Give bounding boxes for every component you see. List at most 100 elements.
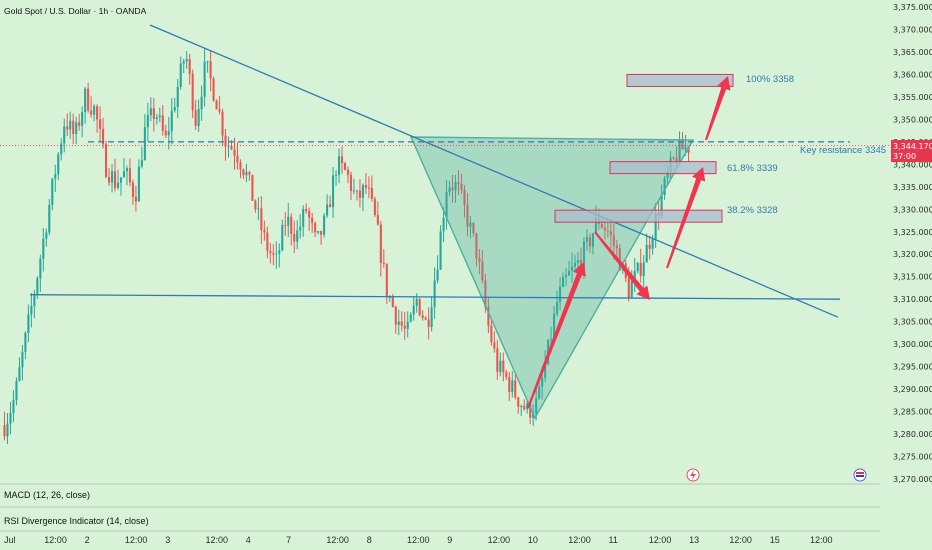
macd-pane-title[interactable]: MACD (12, 26, close) (4, 490, 90, 500)
candle-body (230, 146, 233, 150)
candle-body (573, 263, 577, 267)
rsi-pane-title[interactable]: RSI Divergence Indicator (14, close) (4, 516, 149, 526)
candle-body (221, 111, 224, 136)
candle-body (394, 306, 397, 325)
candle-body (553, 313, 556, 340)
time-tick-label: 15 (770, 535, 780, 545)
price-tick-label: 3,275.000 (893, 453, 932, 462)
candle-body (281, 224, 284, 251)
time-tick-label: 12:00 (206, 535, 229, 545)
candle-body (535, 398, 538, 414)
candle-body (60, 143, 63, 155)
candle-body (254, 200, 257, 210)
candle-body (320, 230, 323, 235)
flag-icon[interactable] (853, 468, 867, 482)
candle-body (541, 377, 544, 387)
candle-body (272, 253, 275, 255)
candle-body (122, 171, 126, 178)
candle-body (96, 106, 99, 120)
candle-body (427, 319, 430, 327)
candle-body (27, 314, 30, 333)
candle-body (99, 119, 102, 129)
candle-body (559, 286, 562, 302)
candle-body (36, 278, 39, 295)
candle-body (430, 307, 433, 327)
candlestick-layer (3, 48, 690, 444)
candle-body (466, 204, 469, 227)
candle-body (161, 115, 164, 131)
time-tick-label: 12:00 (810, 535, 833, 545)
candle-body (335, 174, 338, 176)
candle-body (173, 106, 176, 111)
lightning-icon[interactable] (686, 468, 700, 482)
candle-body (355, 190, 358, 192)
fib-zone-0 (626, 73, 734, 87)
time-tick-label: 12:00 (729, 535, 752, 545)
candle-body (51, 178, 54, 206)
descending-trendline (149, 24, 839, 318)
candle-body (579, 260, 583, 269)
candle-body (197, 109, 200, 126)
candle-body (550, 339, 553, 341)
candle-body (615, 245, 618, 249)
symbol-title[interactable]: Gold Spot / U.S. Dollar · 1h · OANDA (4, 6, 147, 16)
support-line (29, 294, 841, 300)
candle-body (603, 227, 606, 231)
candle-body (397, 321, 400, 325)
price-tick-label: 3,325.000 (893, 228, 932, 237)
candle-body (305, 209, 308, 212)
time-tick-label: 2 (85, 535, 90, 545)
candle-body (323, 215, 326, 235)
current-price-value: 3,344.170 (893, 142, 932, 151)
candle-body (164, 130, 167, 136)
candle-body (442, 217, 445, 232)
candle-body (93, 106, 96, 115)
time-tick-label: 12:00 (326, 535, 349, 545)
candle-body (660, 194, 663, 216)
candle-body (233, 149, 236, 156)
candle-body (588, 237, 591, 247)
candle-body (493, 342, 496, 349)
candle-body (639, 262, 642, 276)
current-price-box (891, 140, 932, 162)
arrow-down-1 (594, 231, 650, 300)
candle-body (218, 109, 221, 112)
candle-body (125, 168, 129, 172)
candle-body (290, 216, 293, 234)
zone-label-382: 38.2% 3328 (727, 205, 778, 216)
candle-body (134, 196, 137, 202)
candle-body (110, 171, 114, 183)
candle-body (81, 112, 84, 126)
candle-body (600, 223, 603, 228)
price-tick-label: 3,375.000 (893, 3, 932, 12)
candle-body (424, 317, 427, 320)
countdown-value: 37:00 (893, 152, 916, 161)
candle-body (66, 126, 69, 130)
candle-body (451, 187, 454, 191)
candle-body (436, 269, 439, 281)
candle-body (266, 232, 269, 252)
time-axis[interactable]: Jul 12:00 2 12:00 3 12:00 4 7 12:00 8 12:00 9 12:00 1… (4, 535, 833, 545)
candle-body (439, 231, 442, 270)
candle-body (42, 238, 45, 259)
zone-label-100: 100% 3358 (746, 74, 794, 85)
price-tick-label: 3,360.000 (893, 70, 932, 79)
candle-body (654, 212, 657, 239)
drawing-layer (0, 24, 891, 420)
candle-body (367, 187, 370, 189)
candle-body (511, 380, 514, 392)
price-tick-label: 3,270.000 (893, 475, 932, 484)
candle-body (131, 182, 134, 197)
candle-body (239, 162, 242, 170)
zone-label-618: 61.8% 3339 (727, 163, 778, 174)
time-tick-label: 8 (367, 535, 372, 545)
candle-body (140, 160, 143, 167)
candle-body (33, 294, 36, 307)
candle-body (481, 261, 484, 281)
candle-body (508, 376, 511, 392)
candle-body (278, 250, 281, 254)
candle-body (75, 122, 78, 134)
candle-body (391, 297, 394, 307)
time-tick-label: 12:00 (488, 535, 511, 545)
candle-body (645, 244, 648, 263)
